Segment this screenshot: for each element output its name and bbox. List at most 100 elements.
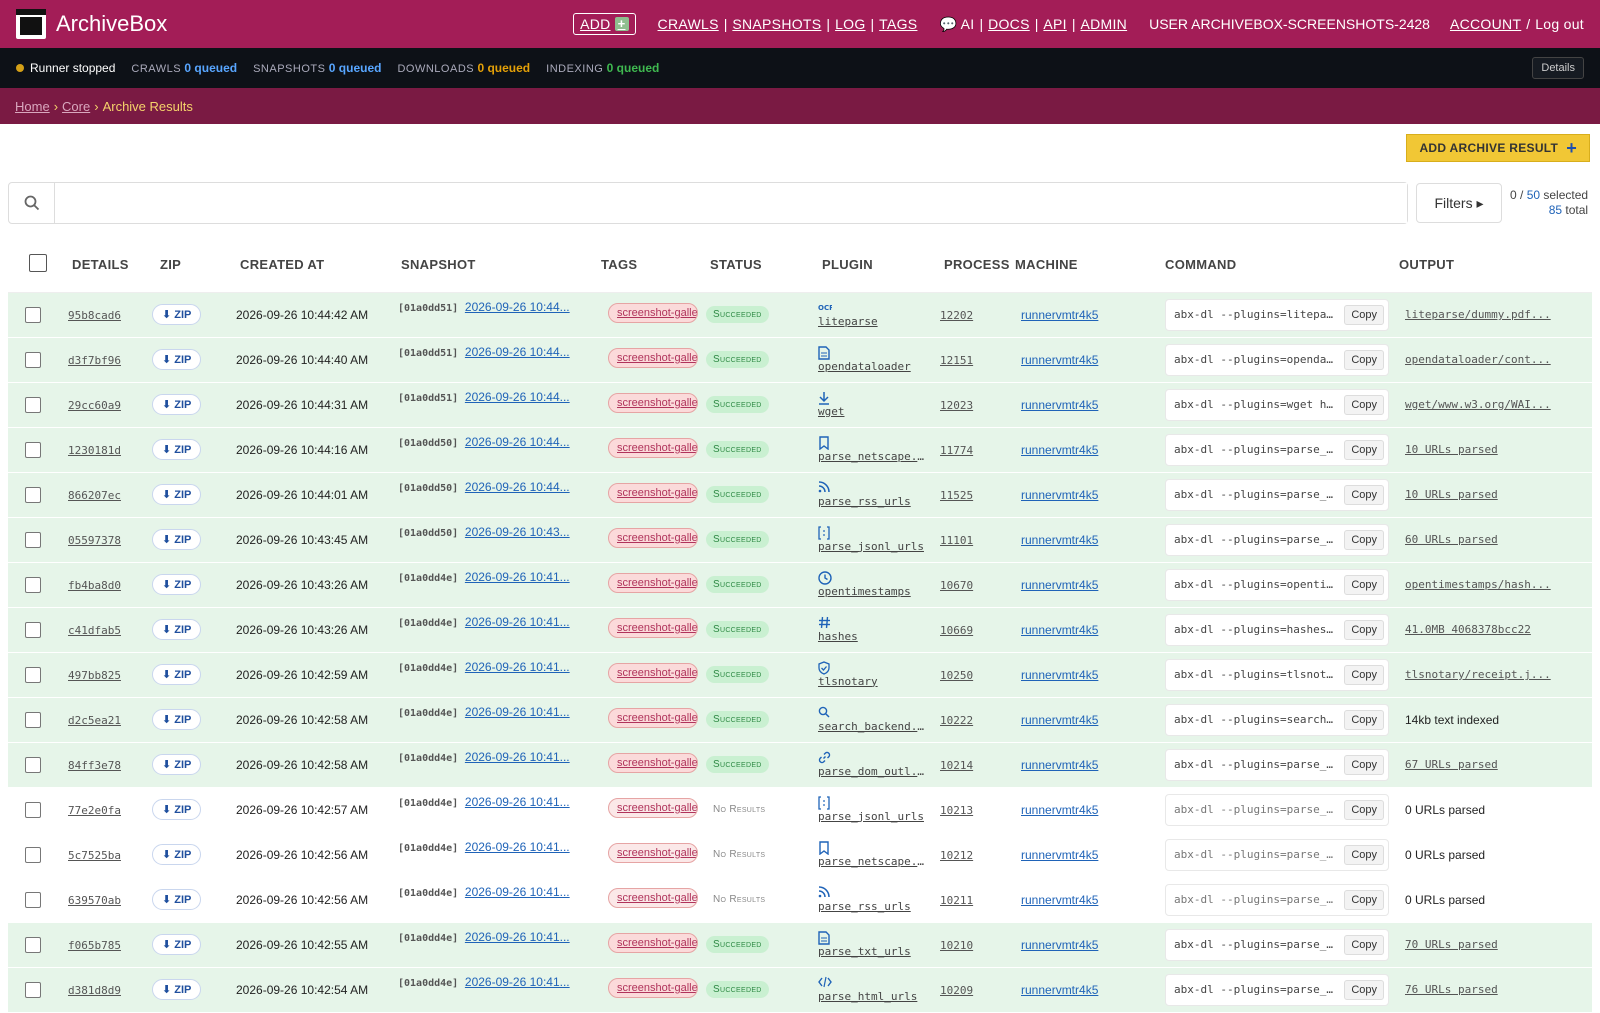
details-link[interactable]: 866207ec <box>68 488 121 502</box>
nav-crawls[interactable]: CRAWLS <box>657 16 719 32</box>
machine-link[interactable]: runnervmtr4k5 <box>1021 397 1099 412</box>
copy-button[interactable]: Copy <box>1344 304 1384 325</box>
zip-download-button[interactable]: ⬇ ZIP <box>152 349 202 370</box>
breadcrumb-home[interactable]: Home <box>15 98 50 114</box>
snapshot-link[interactable]: 2026-09-26 10:41... <box>464 839 570 854</box>
zip-download-button[interactable]: ⬇ ZIP <box>152 394 202 415</box>
table-row[interactable]: d2c5ea21 ⬇ ZIP 2026-09-26 10:42:58 AM [01a0… <box>8 697 1592 743</box>
process-link[interactable]: 11525 <box>940 488 974 502</box>
details-button[interactable]: Details <box>1532 57 1584 79</box>
add-archive-result-button[interactable]: ADD ARCHIVE RESULT + <box>1406 134 1590 162</box>
process-link[interactable]: 10214 <box>940 758 974 772</box>
row-checkbox[interactable] <box>25 486 41 503</box>
row-checkbox[interactable] <box>25 621 41 638</box>
zip-download-button[interactable]: ⬇ ZIP <box>152 439 202 460</box>
table-row[interactable]: 5c7525ba ⬇ ZIP 2026-09-26 10:42:56 AM [01a0… <box>8 832 1592 878</box>
nav-ai[interactable]: 💬 AI <box>939 15 975 32</box>
plugin-link[interactable]: parse_rss_urls <box>818 899 911 913</box>
nav-log[interactable]: LOG <box>835 16 866 32</box>
row-checkbox[interactable] <box>25 396 41 413</box>
output-link[interactable]: opendataloader/cont... <box>1405 353 1551 366</box>
nav-tags[interactable]: TAGS <box>879 16 918 32</box>
row-checkbox[interactable] <box>25 306 41 323</box>
zip-download-button[interactable]: ⬇ ZIP <box>152 529 202 550</box>
col-command[interactable]: COMMAND <box>1165 238 1399 293</box>
select-all-checkbox[interactable] <box>29 254 47 273</box>
output-link[interactable]: liteparse/dummy.pdf... <box>1405 308 1551 321</box>
row-checkbox[interactable] <box>25 981 41 998</box>
plugin-link[interactable]: parse_netscape... <box>818 854 928 868</box>
details-link[interactable]: d381d8d9 <box>68 983 121 997</box>
plugin-link[interactable]: opentimestamps <box>818 584 911 598</box>
row-checkbox[interactable] <box>25 576 41 593</box>
copy-button[interactable]: Copy <box>1344 664 1384 685</box>
details-link[interactable]: 84ff3e78 <box>68 758 121 772</box>
plugin-link[interactable]: liteparse <box>818 314 878 328</box>
plugin-link[interactable]: tlsnotary <box>818 674 878 688</box>
table-row[interactable]: f065b785 ⬇ ZIP 2026-09-26 10:42:55 AM [01a0… <box>8 922 1592 968</box>
table-row[interactable]: d3f7bf96 ⬇ ZIP 2026-09-26 10:44:40 AM [01a0… <box>8 337 1592 383</box>
col-machine[interactable]: MACHINE <box>1015 238 1165 293</box>
details-link[interactable]: d2c5ea21 <box>68 713 121 727</box>
col-output[interactable]: OUTPUT <box>1399 238 1592 293</box>
snapshot-link[interactable]: 2026-09-26 10:43... <box>464 524 570 539</box>
table-row[interactable]: c41dfab5 ⬇ ZIP 2026-09-26 10:43:26 AM [01a0… <box>8 607 1592 653</box>
plugin-link[interactable]: parse_jsonl_urls <box>818 809 924 823</box>
tag-badge[interactable]: screenshot-gallery <box>608 663 698 683</box>
copy-button[interactable]: Copy <box>1344 349 1384 370</box>
output-link[interactable]: 10 URLs parsed <box>1405 488 1498 501</box>
process-link[interactable]: 10210 <box>940 938 974 952</box>
snapshot-link[interactable]: 2026-09-26 10:44... <box>464 479 570 494</box>
plugin-link[interactable]: parse_html_urls <box>818 989 918 1003</box>
process-link[interactable]: 10212 <box>940 848 974 862</box>
process-link[interactable]: 10213 <box>940 803 974 817</box>
row-checkbox[interactable] <box>25 891 41 908</box>
nav-account[interactable]: ACCOUNT <box>1449 16 1522 32</box>
snapshot-link[interactable]: 2026-09-26 10:41... <box>464 569 570 584</box>
table-row[interactable]: 1230181d ⬇ ZIP 2026-09-26 10:44:16 AM [01a0… <box>8 427 1592 473</box>
tag-badge[interactable]: screenshot-gallery <box>608 888 698 908</box>
snapshot-link[interactable]: 2026-09-26 10:44... <box>464 434 570 449</box>
tag-badge[interactable]: screenshot-gallery <box>608 978 698 998</box>
filters-button[interactable]: Filters ▸ <box>1416 183 1502 223</box>
details-link[interactable]: c41dfab5 <box>68 623 121 637</box>
row-checkbox[interactable] <box>25 801 41 818</box>
zip-download-button[interactable]: ⬇ ZIP <box>152 484 202 505</box>
machine-link[interactable]: runnervmtr4k5 <box>1021 757 1099 772</box>
plugin-link[interactable]: opendataloader <box>818 359 911 373</box>
plugin-link[interactable]: parse_netscape... <box>818 449 928 463</box>
row-checkbox[interactable] <box>25 531 41 548</box>
output-link[interactable]: 60 URLs parsed <box>1405 533 1498 546</box>
machine-link[interactable]: runnervmtr4k5 <box>1021 937 1099 952</box>
output-link[interactable]: 41.0MB 4068378bcc22 <box>1405 623 1531 636</box>
tag-badge[interactable]: screenshot-gallery <box>608 708 698 728</box>
col-details[interactable]: DETAILS <box>60 238 152 293</box>
tag-badge[interactable]: screenshot-gallery <box>608 798 698 818</box>
plugin-link[interactable]: search_backend... <box>818 719 928 733</box>
col-process[interactable]: PROCESS <box>940 238 1015 293</box>
page-size-link[interactable]: 50 <box>1526 188 1541 202</box>
brand[interactable]: ArchiveBox <box>16 9 167 39</box>
copy-button[interactable]: Copy <box>1344 709 1384 730</box>
plugin-link[interactable]: hashes <box>818 629 858 643</box>
copy-button[interactable]: Copy <box>1344 799 1384 820</box>
tag-badge[interactable]: screenshot-gallery <box>608 348 698 368</box>
copy-button[interactable]: Copy <box>1344 934 1384 955</box>
output-link[interactable]: 10 URLs parsed <box>1405 443 1498 456</box>
process-link[interactable]: 10669 <box>940 623 974 637</box>
tag-badge[interactable]: screenshot-gallery <box>608 393 698 413</box>
snapshot-link[interactable]: 2026-09-26 10:41... <box>464 614 570 629</box>
snapshot-link[interactable]: 2026-09-26 10:41... <box>464 749 570 764</box>
col-status[interactable]: STATUS <box>706 238 818 293</box>
copy-button[interactable]: Copy <box>1344 754 1384 775</box>
copy-button[interactable]: Copy <box>1344 484 1384 505</box>
search-icon[interactable] <box>9 183 55 223</box>
process-link[interactable]: 12023 <box>940 398 974 412</box>
details-link[interactable]: f065b785 <box>68 938 121 952</box>
tag-badge[interactable]: screenshot-gallery <box>608 618 698 638</box>
zip-download-button[interactable]: ⬇ ZIP <box>152 619 202 640</box>
nav-api[interactable]: API <box>1043 16 1067 32</box>
plugin-link[interactable]: parse_dom_outl... <box>818 764 928 778</box>
tag-badge[interactable]: screenshot-gallery <box>608 753 698 773</box>
row-checkbox[interactable] <box>25 756 41 773</box>
